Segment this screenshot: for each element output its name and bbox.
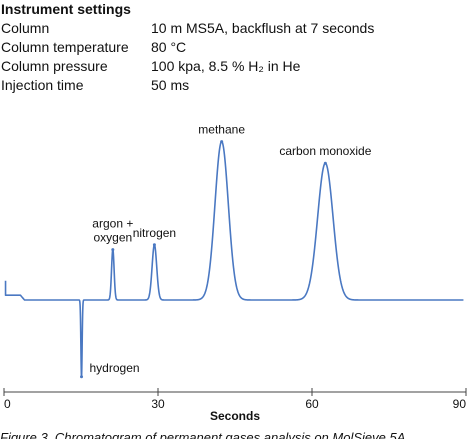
settings-row-column: Column 10 m MS5A, backflush at 7 seconds bbox=[1, 19, 461, 38]
settings-row-injection-time: Injection time 50 ms bbox=[1, 76, 461, 95]
settings-value: 10 m MS5A, backflush at 7 seconds bbox=[151, 20, 375, 36]
figure-caption: Figure 3. Chromatogram of permanent gase… bbox=[0, 430, 406, 439]
peak-labels: hydrogen argon +oxygen nitrogen methane carb… bbox=[90, 123, 372, 375]
peak-label: argon + bbox=[92, 217, 133, 231]
peak-label: oxygen bbox=[93, 231, 132, 245]
settings-value: 50 ms bbox=[151, 77, 190, 93]
chromatogram-trace-group bbox=[4, 140, 465, 379]
peak-label: nitrogen bbox=[133, 226, 176, 240]
peak-label: carbon monoxide bbox=[279, 144, 371, 158]
settings-label: Injection time bbox=[1, 77, 84, 93]
peak-label: hydrogen bbox=[90, 361, 140, 375]
peak-methane bbox=[220, 140, 224, 144]
settings-heading: Instrument settings bbox=[1, 1, 131, 17]
instrument-settings: Instrument settings Column 10 m MS5A, ba… bbox=[1, 0, 461, 95]
settings-value: 80 °C bbox=[151, 39, 187, 55]
x-tick-label: 90 bbox=[453, 397, 467, 411]
peak-nitrogen bbox=[152, 243, 156, 247]
chromatogram-line bbox=[4, 140, 465, 378]
x-tick-label: 0 bbox=[4, 397, 11, 411]
settings-label: Column bbox=[1, 20, 50, 36]
settings-row-column-temperature: Column temperature 80 °C bbox=[1, 38, 461, 57]
x-tick-label: 60 bbox=[305, 397, 319, 411]
settings-label: Column temperature bbox=[1, 39, 129, 55]
x-tick-label: 30 bbox=[151, 397, 165, 411]
settings-row-column-pressure: Column pressure 100 kpa, 8.5 % H₂ in He bbox=[1, 57, 461, 76]
settings-value: 100 kpa, 8.5 % H₂ in He bbox=[151, 58, 301, 74]
settings-label: Column pressure bbox=[1, 58, 108, 74]
peak-argon-oxygen bbox=[111, 248, 115, 252]
peak-label: methane bbox=[198, 123, 245, 137]
x-axis: 0 30 60 90 Seconds bbox=[3, 388, 467, 423]
x-axis-title: Seconds bbox=[210, 409, 260, 423]
peak-carbon-monoxide bbox=[323, 161, 327, 165]
peak-hydrogen bbox=[80, 375, 84, 379]
